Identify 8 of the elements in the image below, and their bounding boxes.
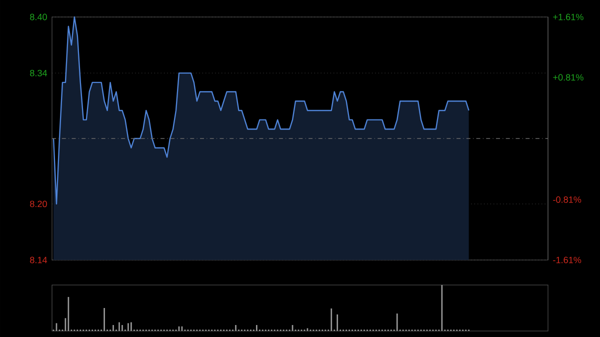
y2-tick-label: +0.81% [553,74,584,81]
y2-tick-label: +1.61% [553,14,584,20]
y-tick-label: 8.20 [30,200,47,208]
y2-tick-label: -0.81% [553,196,582,203]
y2-tick-label: -1.61% [553,256,582,264]
y-tick-label: 8.34 [30,70,48,76]
y-tick-label: 8.14 [30,256,48,264]
y-tick-label: 8.40 [30,14,47,20]
